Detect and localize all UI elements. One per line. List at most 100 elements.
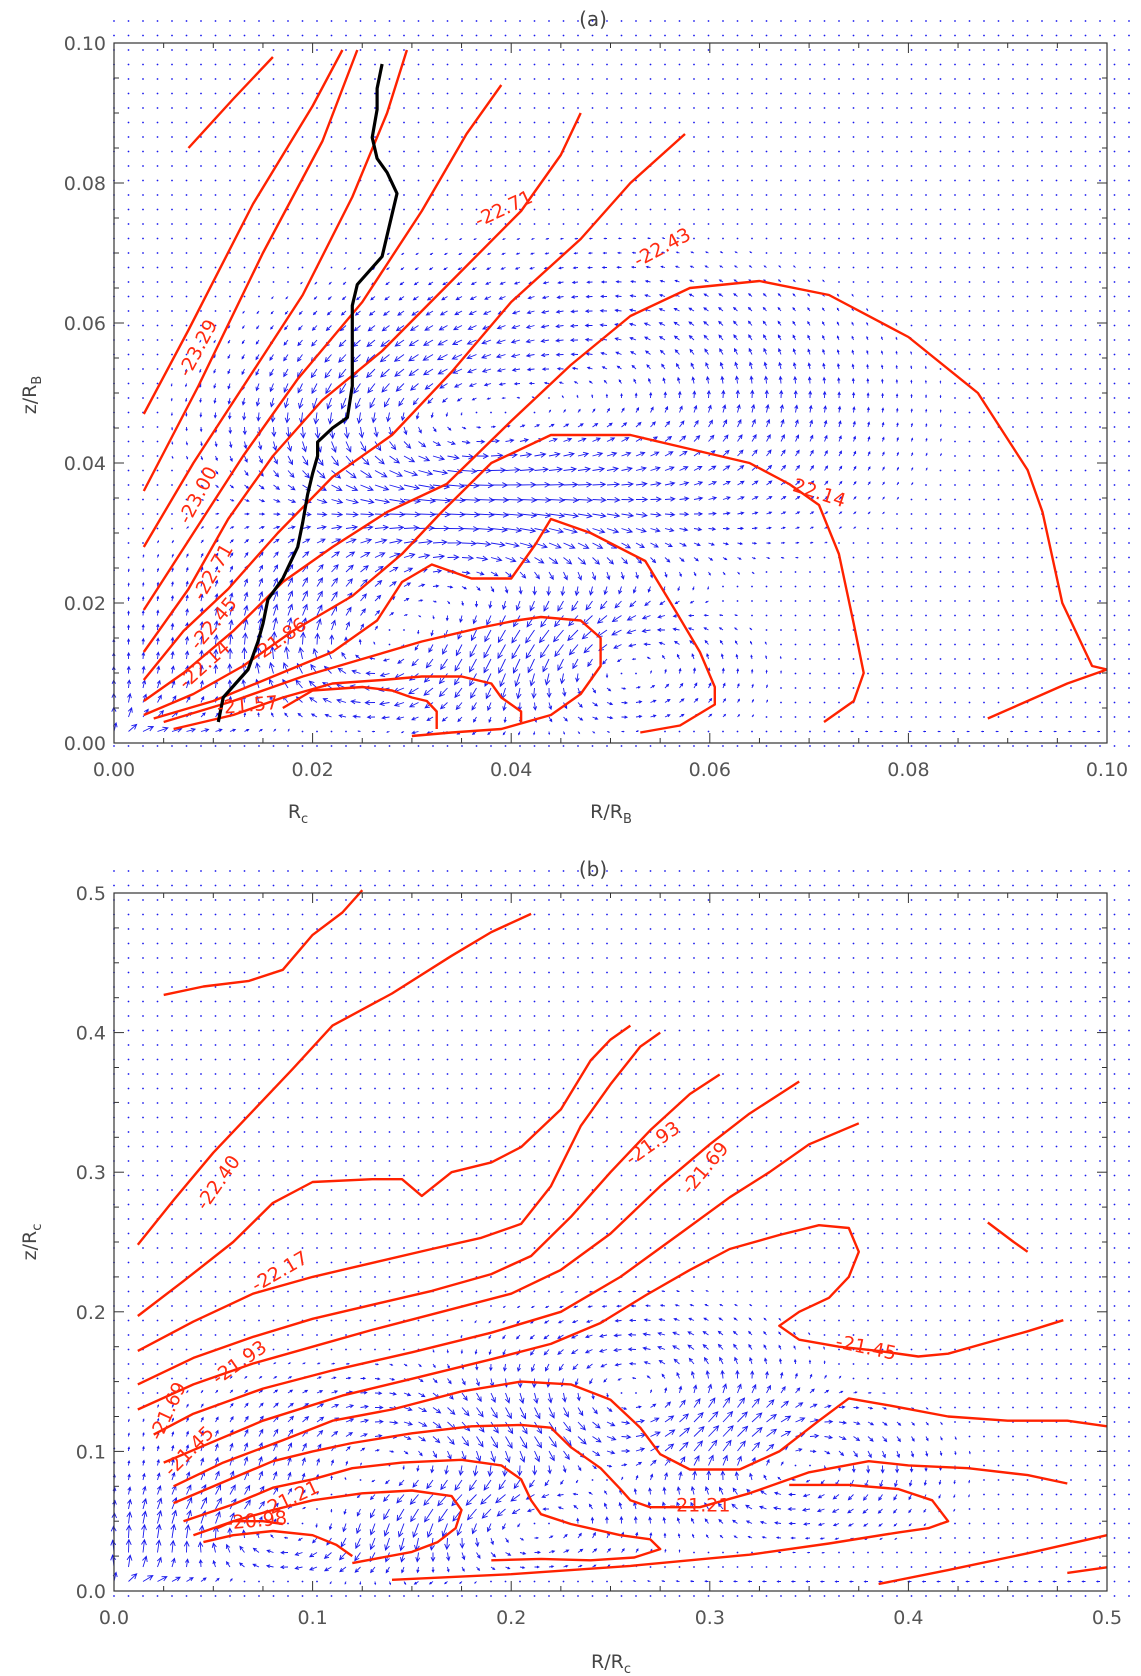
vector-arrow (316, 590, 323, 602)
vector-dot (446, 208, 449, 211)
vector-dot (939, 629, 942, 631)
vector-arrow (750, 403, 756, 413)
vector-arrow (548, 702, 553, 711)
vector-dot (983, 643, 985, 646)
vector-dot (519, 1044, 521, 1046)
vector-dot (519, 1029, 521, 1032)
vector-dot (809, 136, 811, 138)
vector-arrow (127, 596, 130, 602)
vector-arrow (548, 466, 564, 473)
vector-dot (127, 295, 130, 298)
vector-dot (258, 20, 260, 22)
vector-dot (127, 957, 130, 959)
contour-line (142, 49, 344, 415)
vector-dot (127, 165, 130, 167)
vector-dot (1113, 121, 1116, 124)
vector-dot (838, 899, 840, 901)
vector-arrow (490, 438, 501, 444)
vector-arrow (386, 730, 390, 733)
vector-dot (620, 986, 623, 988)
vector-arrow (719, 639, 724, 645)
vector-arrow (142, 568, 145, 573)
vector-arrow (648, 377, 651, 384)
vector-arrow (141, 679, 147, 689)
vector-dot (562, 913, 565, 916)
vector-dot (620, 165, 623, 167)
vector-arrow (822, 362, 826, 370)
vector-arrow (327, 296, 332, 300)
vector-arrow (703, 307, 709, 312)
vector-dot (794, 92, 797, 95)
vector-dot (272, 1102, 275, 1104)
vector-dot (765, 716, 768, 718)
vector-dot (1084, 942, 1087, 945)
vector-dot (1026, 484, 1029, 486)
vector-arrow (689, 265, 695, 268)
vector-arrow (693, 571, 697, 577)
vector-arrow (298, 646, 304, 660)
vector-dot (968, 913, 971, 916)
vector-dot (243, 1015, 246, 1017)
vector-arrow (379, 354, 390, 363)
vector-dot (1099, 1015, 1101, 1017)
vector-dot (214, 1015, 217, 1017)
vector-dot (1026, 223, 1029, 225)
vector-arrow (751, 526, 758, 530)
vector-dot (983, 913, 985, 916)
vector-arrow (807, 348, 811, 355)
vector-dot (185, 78, 188, 80)
vector-dot (1113, 382, 1116, 385)
vector-dot (258, 34, 260, 37)
vector-arrow (470, 687, 477, 699)
vector-dot (606, 870, 608, 872)
vector-dot (1099, 426, 1101, 428)
vector-arrow (910, 379, 913, 384)
vector-dot (954, 194, 956, 196)
vector-arrow (838, 511, 843, 515)
vector-dot (1041, 455, 1043, 457)
vector-dot (200, 1044, 202, 1046)
vector-dot (939, 658, 942, 660)
vector-arrow (867, 511, 871, 515)
vector-arrow (378, 700, 390, 707)
vector-dot (127, 745, 130, 747)
vector-arrow (867, 436, 871, 442)
vector-dot (142, 870, 144, 872)
vector-dot (736, 1058, 739, 1061)
vector-dot (461, 745, 463, 747)
vector-arrow (539, 644, 550, 659)
vector-dot (345, 20, 347, 22)
vector-dot (838, 194, 840, 196)
vector-arrow (747, 293, 753, 297)
vector-dot (243, 266, 246, 269)
vector-arrow (838, 465, 843, 471)
vector-dot (142, 1102, 144, 1104)
vector-arrow (397, 658, 405, 664)
vector-arrow (880, 350, 884, 355)
vector-dot (925, 223, 927, 225)
vector-dot (736, 208, 739, 211)
vector-arrow (569, 323, 579, 328)
vector-arrow (418, 511, 436, 518)
vector-dot (852, 556, 855, 559)
vector-dot (997, 527, 1000, 530)
vector-dot (867, 600, 869, 602)
vector-dot (1099, 556, 1101, 559)
vector-arrow (199, 621, 204, 631)
vector-arrow (213, 368, 216, 374)
vector-dot (838, 1015, 840, 1017)
vector-dot (156, 870, 159, 872)
vector-dot (403, 78, 405, 80)
vector-dot (562, 179, 565, 182)
vector-dot (635, 92, 637, 95)
vector-dot (939, 194, 942, 196)
vector-dot (983, 237, 985, 240)
vector-dot (519, 223, 521, 225)
x-tick-label: 0.08 (887, 759, 929, 781)
vector-dot (968, 643, 971, 646)
vector-dot (1113, 63, 1116, 66)
vector-arrow (621, 512, 635, 518)
vector-dot (1055, 957, 1058, 959)
vector-dot (620, 1058, 623, 1061)
vector-dot (997, 687, 1000, 689)
